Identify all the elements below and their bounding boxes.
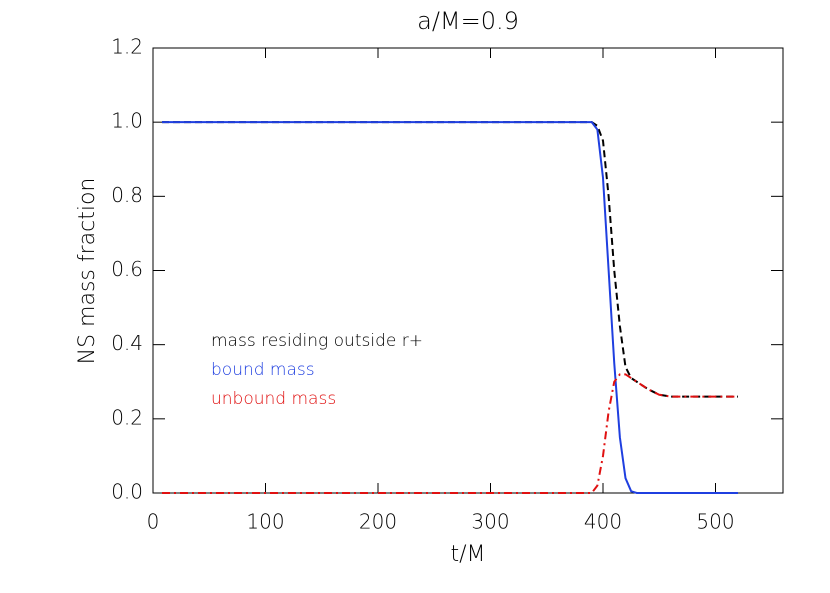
y-tick-label: 0.4 <box>111 331 143 355</box>
legend-label: bound mass <box>211 360 315 380</box>
y-tick-label: 0.0 <box>111 480 143 504</box>
plot-frame <box>152 47 784 494</box>
data-line <box>162 121 738 494</box>
y-tick-label: 1.0 <box>111 109 143 133</box>
x-tick-label: 400 <box>584 510 622 534</box>
x-tick-label: 200 <box>359 510 397 534</box>
x-axis-label: t/M <box>450 542 485 567</box>
legend-label: mass residing outside r+ <box>211 331 423 351</box>
y-tick-label: 0.6 <box>111 257 143 281</box>
x-tick-label: 300 <box>471 510 509 534</box>
data-line <box>162 121 738 398</box>
legend-label: unbound mass <box>211 389 336 409</box>
x-tick-label: 500 <box>696 510 734 534</box>
chart-title: a/M=0.9 <box>417 7 519 35</box>
x-tick-label: 0 <box>147 510 160 534</box>
y-axis-label: NS mass fraction <box>75 178 100 365</box>
y-tick-label: 0.8 <box>111 183 143 207</box>
y-tick-label: 1.2 <box>111 35 143 59</box>
x-tick-label: 100 <box>246 510 284 534</box>
y-tick-label: 0.2 <box>111 405 143 429</box>
data-line <box>162 373 738 494</box>
